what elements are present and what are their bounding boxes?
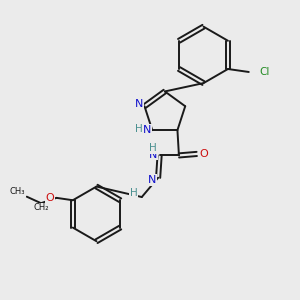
Text: H: H [149, 143, 157, 153]
Text: CH₂: CH₂ [33, 203, 49, 212]
Text: N: N [135, 99, 143, 109]
Text: H: H [130, 188, 137, 199]
Text: O: O [46, 193, 54, 203]
Text: N: N [147, 175, 156, 185]
Text: Cl: Cl [259, 67, 269, 77]
Text: N: N [143, 125, 151, 135]
Text: O: O [200, 149, 208, 159]
Text: CH₃: CH₃ [10, 188, 25, 196]
Text: H: H [135, 124, 143, 134]
Text: N: N [149, 149, 157, 160]
